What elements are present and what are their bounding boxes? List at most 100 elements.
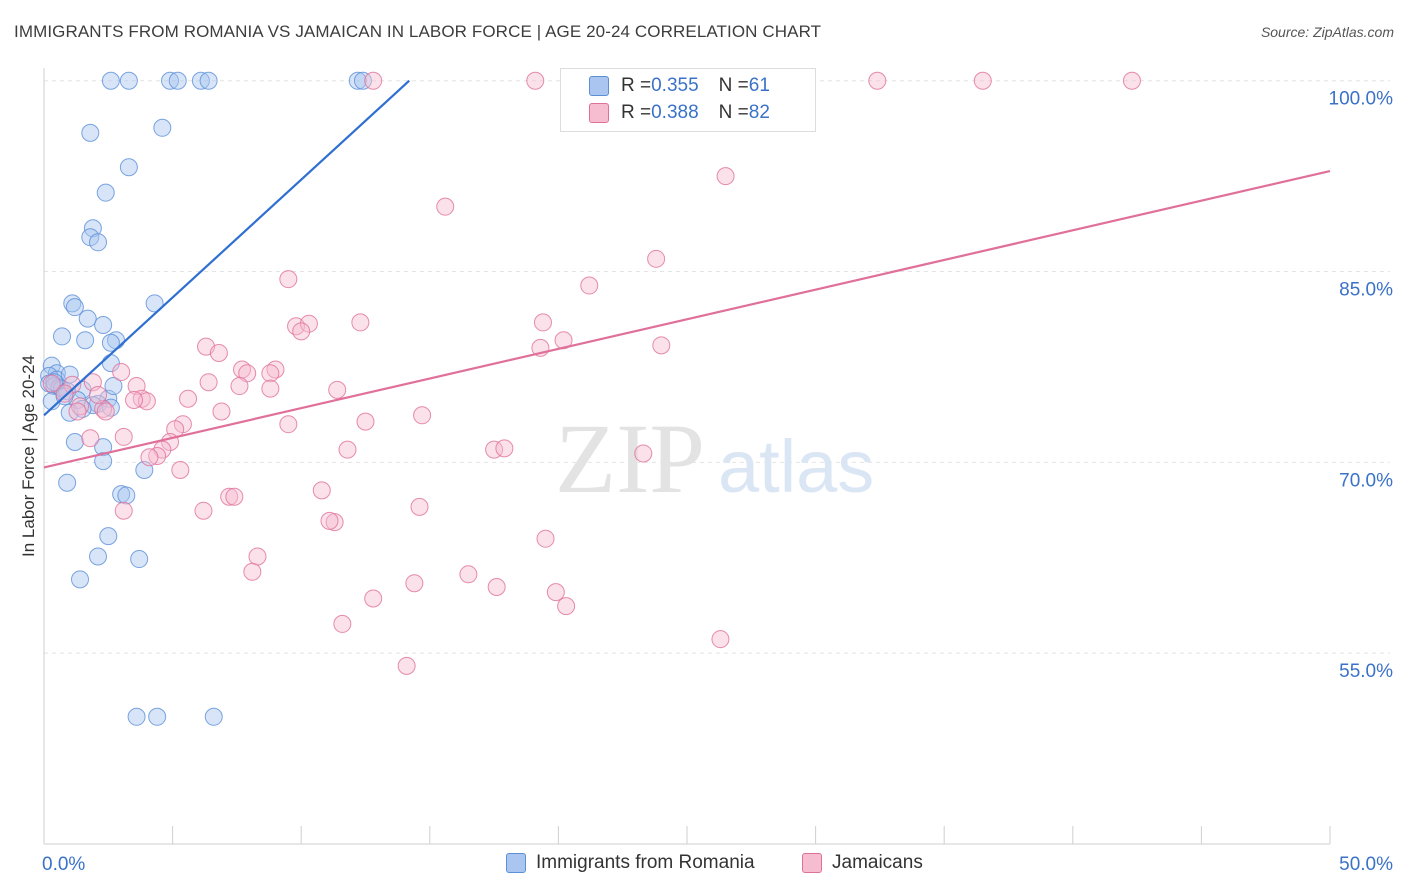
point-jamaicans xyxy=(279,415,298,434)
point-romania xyxy=(145,294,164,313)
point-jamaicans xyxy=(71,397,90,416)
point-romania xyxy=(127,707,146,726)
legend-swatch-romania xyxy=(506,853,526,873)
chart-title: IMMIGRANTS FROM ROMANIA VS JAMAICAN IN L… xyxy=(14,22,822,41)
y-tick-label: 85.0% xyxy=(1339,280,1393,301)
point-jamaicans xyxy=(89,385,108,404)
trend-line-romania xyxy=(43,79,410,417)
point-jamaicans xyxy=(220,487,239,506)
point-jamaicans xyxy=(279,270,298,289)
r-value: 0.388 xyxy=(651,102,699,123)
n-label: N = xyxy=(718,102,749,123)
point-romania xyxy=(191,71,210,90)
point-jamaicans xyxy=(114,501,133,520)
legend-item-romania[interactable]: Immigrants from Romania xyxy=(506,852,755,874)
trend-line-jamaicans xyxy=(43,169,1331,469)
point-jamaicans xyxy=(125,391,144,410)
point-jamaicans xyxy=(413,406,432,425)
point-jamaicans xyxy=(199,373,218,392)
point-jamaicans xyxy=(140,448,159,467)
point-jamaicans xyxy=(652,336,671,355)
trend-lines xyxy=(43,79,1331,469)
point-jamaicans xyxy=(410,497,429,516)
watermark-atlas: atlas xyxy=(718,425,874,508)
point-romania xyxy=(53,327,72,346)
point-jamaicans xyxy=(261,379,280,398)
point-jamaicans xyxy=(526,71,545,90)
source-credit: Source: ZipAtlas.com xyxy=(1260,24,1394,40)
point-romania xyxy=(94,315,113,334)
r-label: R = xyxy=(621,102,652,123)
point-jamaicans xyxy=(356,412,375,431)
point-jamaicans xyxy=(292,322,311,341)
point-jamaicans xyxy=(351,313,370,332)
point-romania xyxy=(94,438,113,457)
point-jamaicans xyxy=(179,389,198,408)
point-jamaicans xyxy=(312,481,331,500)
point-jamaicans xyxy=(114,427,133,446)
point-romania xyxy=(65,298,84,317)
point-jamaicans xyxy=(299,314,318,333)
point-jamaicans xyxy=(405,574,424,593)
x-tick-label: 0.0% xyxy=(42,854,85,875)
y-axis-label: In Labor Force | Age 20-24 xyxy=(19,355,38,557)
point-romania xyxy=(78,309,97,328)
point-jamaicans xyxy=(487,578,506,597)
point-jamaicans xyxy=(397,656,416,675)
point-romania xyxy=(204,707,223,726)
point-romania xyxy=(117,486,136,505)
point-jamaicans xyxy=(248,547,267,566)
axes xyxy=(43,68,1331,845)
point-romania xyxy=(58,473,77,492)
point-romania xyxy=(99,527,118,546)
point-jamaicans xyxy=(364,71,383,90)
point-jamaicans xyxy=(225,487,244,506)
point-jamaicans xyxy=(261,364,280,383)
point-jamaicans xyxy=(320,511,339,530)
point-jamaicans xyxy=(364,589,383,608)
stats-legend: R = 0.355 N = 61 R = 0.388 N = 82 xyxy=(560,68,816,132)
legend-label-romania: Immigrants from Romania xyxy=(536,852,755,873)
point-romania xyxy=(353,71,372,90)
stats-swatch-romania xyxy=(589,76,609,96)
point-romania xyxy=(119,71,138,90)
point-jamaicans xyxy=(546,583,565,602)
point-romania xyxy=(65,433,84,452)
point-romania xyxy=(148,707,167,726)
legend-item-jamaicans[interactable]: Jamaicans xyxy=(802,852,923,874)
point-romania xyxy=(104,377,123,396)
point-jamaicans xyxy=(212,402,231,421)
point-romania xyxy=(153,118,172,137)
stats-row-jamaicans: R = 0.388 N = 82 xyxy=(589,100,770,126)
x-tick-label: 50.0% xyxy=(1339,854,1393,875)
point-jamaicans xyxy=(230,377,249,396)
point-jamaicans xyxy=(137,392,156,411)
point-jamaicans xyxy=(243,562,262,581)
point-jamaicans xyxy=(459,565,478,584)
point-jamaicans xyxy=(495,439,514,458)
point-romania xyxy=(199,71,218,90)
point-jamaicans xyxy=(647,249,666,268)
point-jamaicans xyxy=(328,380,347,399)
point-jamaicans xyxy=(132,389,151,408)
point-romania xyxy=(130,550,149,569)
point-jamaicans xyxy=(94,399,113,418)
tick-labels: 100.0% 85.0% 70.0% 55.0% 0.0% 50.0% In Labor F… xyxy=(19,89,1393,875)
point-romania xyxy=(348,71,367,90)
series-legend: Immigrants from Romania Jamaicans xyxy=(0,850,1406,878)
point-romania xyxy=(71,570,90,589)
point-romania xyxy=(76,331,95,350)
point-romania xyxy=(119,158,138,177)
point-jamaicans xyxy=(68,402,87,421)
point-jamaicans xyxy=(711,630,730,649)
point-romania xyxy=(101,333,120,352)
point-romania xyxy=(168,71,187,90)
point-jamaicans xyxy=(436,197,455,216)
point-romania xyxy=(81,123,100,142)
point-jamaicans xyxy=(42,374,61,393)
point-romania xyxy=(101,71,120,90)
point-jamaicans xyxy=(209,343,228,362)
point-jamaicans xyxy=(557,597,576,616)
point-jamaicans xyxy=(634,444,653,463)
n-label: N = xyxy=(718,75,749,96)
